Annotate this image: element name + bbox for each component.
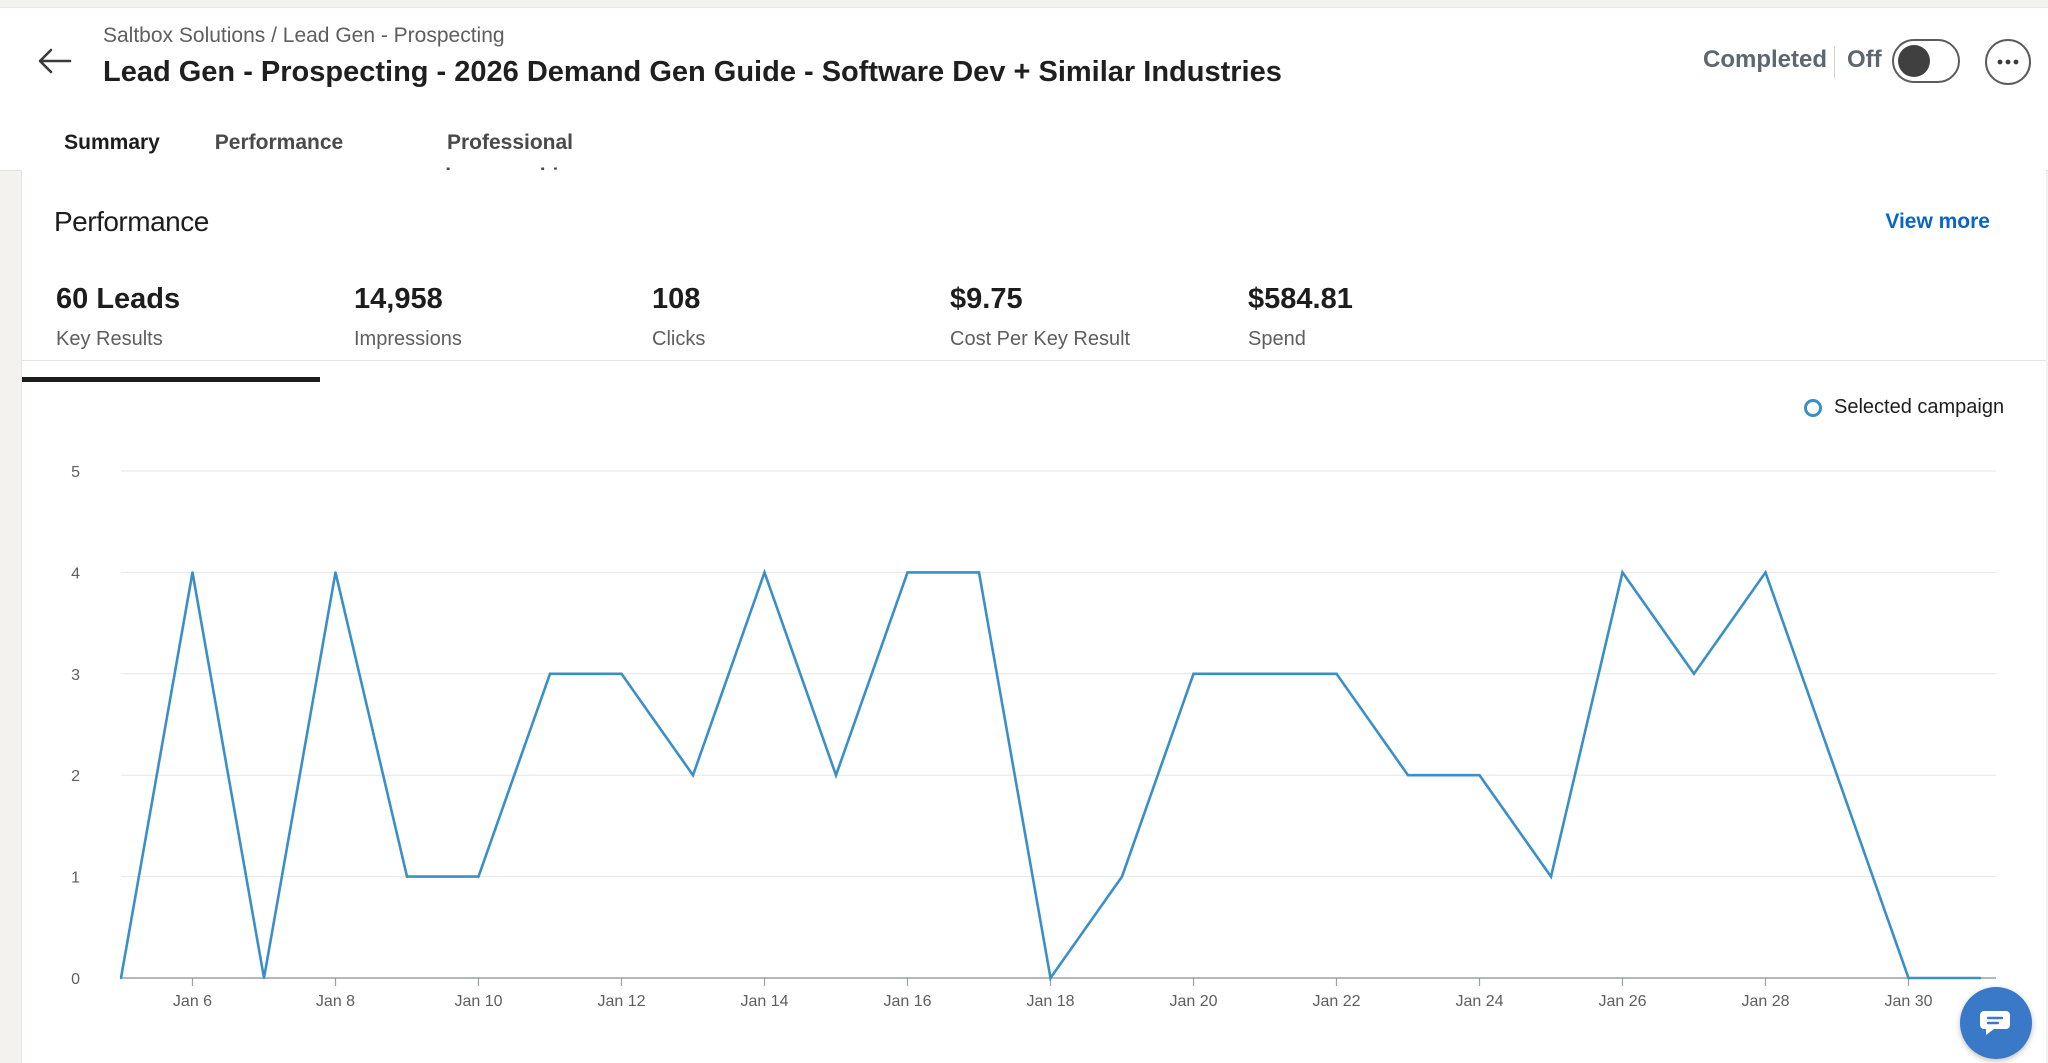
arrow-left-icon — [38, 48, 72, 74]
data-point — [1549, 875, 1553, 878]
more-options-button[interactable] — [1985, 39, 2031, 85]
metric-cost-per-key-result[interactable]: $9.75 Cost Per Key Result — [916, 262, 1214, 382]
metric-spend[interactable]: $584.81 Spend — [1214, 262, 1512, 382]
view-more-link[interactable]: View more — [1885, 210, 1990, 233]
data-point — [1692, 672, 1696, 675]
back-button[interactable] — [34, 40, 76, 82]
x-tick-label: Jan 22 — [1312, 993, 1360, 1010]
data-point — [1192, 672, 1195, 675]
metric-clicks[interactable]: 108 Clicks — [618, 262, 916, 382]
data-point — [1478, 774, 1481, 777]
x-tick-label: Jan 14 — [740, 993, 788, 1010]
toggle-label: Off — [1847, 46, 1882, 73]
x-tick-label: Jan 30 — [1884, 993, 1932, 1010]
x-tick-label: Jan 6 — [173, 993, 212, 1010]
page-title: Lead Gen - Prospecting - 2026 Demand Gen… — [103, 56, 1282, 88]
data-point — [477, 875, 480, 878]
data-point — [1263, 672, 1267, 675]
chat-bubble-icon — [1980, 1011, 2010, 1035]
metric-label: Spend — [1248, 328, 1306, 350]
metric-value: 108 — [652, 283, 701, 315]
data-point — [1764, 571, 1767, 574]
data-point — [548, 672, 552, 675]
x-tick-label: Jan 10 — [454, 993, 502, 1010]
divider — [1834, 46, 1835, 78]
y-tick-label: 0 — [71, 971, 80, 988]
data-point — [763, 571, 766, 574]
toggle-knob — [1898, 45, 1930, 77]
performance-card: Performance View more 60 Leads Key Resul… — [21, 170, 2046, 1063]
metric-impressions[interactable]: 14,958 Impressions — [320, 262, 618, 382]
data-point — [262, 976, 266, 980]
status-badge: Completed — [1703, 46, 1828, 73]
data-point — [1621, 571, 1624, 574]
campaign-status-toggle[interactable] — [1892, 39, 1960, 83]
x-tick-label: Jan 12 — [597, 993, 645, 1010]
data-point — [405, 875, 409, 878]
data-point — [1120, 875, 1124, 878]
x-tick-label: Jan 28 — [1741, 993, 1789, 1010]
section-title: Performance — [54, 206, 209, 237]
data-point — [1907, 976, 1910, 980]
chat-support-button[interactable] — [1960, 987, 2032, 1059]
metric-value: 60 Leads — [56, 283, 181, 315]
data-point — [1835, 774, 1839, 777]
tab-performance[interactable]: Performance — [214, 131, 344, 154]
data-point — [1049, 976, 1052, 980]
data-point — [1335, 672, 1338, 675]
data-point — [191, 571, 194, 574]
legend-marker-icon — [1804, 398, 1822, 417]
y-tick-label: 4 — [71, 565, 80, 582]
more-horizontal-icon — [1997, 59, 2019, 65]
metric-value: 14,958 — [354, 283, 443, 315]
chart-legend: Selected campaign — [1804, 396, 2004, 419]
breadcrumb: Saltbox Solutions / Lead Gen - Prospecti… — [103, 24, 505, 47]
data-point — [119, 976, 123, 980]
data-point — [1978, 976, 1982, 980]
y-tick-label: 5 — [71, 464, 80, 481]
legend-label: Selected campaign — [1834, 396, 2005, 418]
performance-line-chart: 0 1 2 3 4 5 Jan 6 Jan 8 Jan 10 Jan 12 Jan 14 Jan 16… — [71, 464, 1996, 1010]
data-point — [691, 774, 695, 777]
metric-value: $584.81 — [1248, 283, 1353, 315]
y-tick-label: 3 — [71, 667, 80, 684]
data-point — [834, 774, 838, 777]
x-tick-label: Jan 20 — [1169, 993, 1217, 1010]
x-tick-label: Jan 18 — [1026, 993, 1074, 1010]
data-point — [334, 571, 337, 574]
data-point — [620, 672, 623, 675]
y-tick-label: 2 — [71, 768, 80, 785]
metric-label: Clicks — [652, 328, 706, 350]
metric-label: Key Results — [56, 328, 163, 350]
metric-label: Impressions — [354, 328, 462, 350]
metric-label: Cost Per Key Result — [950, 328, 1131, 350]
x-tick-label: Jan 24 — [1455, 993, 1503, 1010]
metrics-divider — [22, 360, 2046, 361]
metric-key-results[interactable]: 60 Leads Key Results — [22, 262, 320, 382]
metric-value: $9.75 — [950, 283, 1023, 315]
data-point — [1406, 774, 1410, 777]
data-point — [977, 571, 981, 574]
x-tick-label: Jan 8 — [316, 993, 355, 1010]
x-tick-label: Jan 26 — [1598, 993, 1646, 1010]
campaign-header: Saltbox Solutions / Lead Gen - Prospecti… — [0, 7, 2048, 188]
x-tick-label: Jan 16 — [883, 993, 931, 1010]
data-point — [906, 571, 909, 574]
y-tick-label: 1 — [71, 870, 80, 887]
